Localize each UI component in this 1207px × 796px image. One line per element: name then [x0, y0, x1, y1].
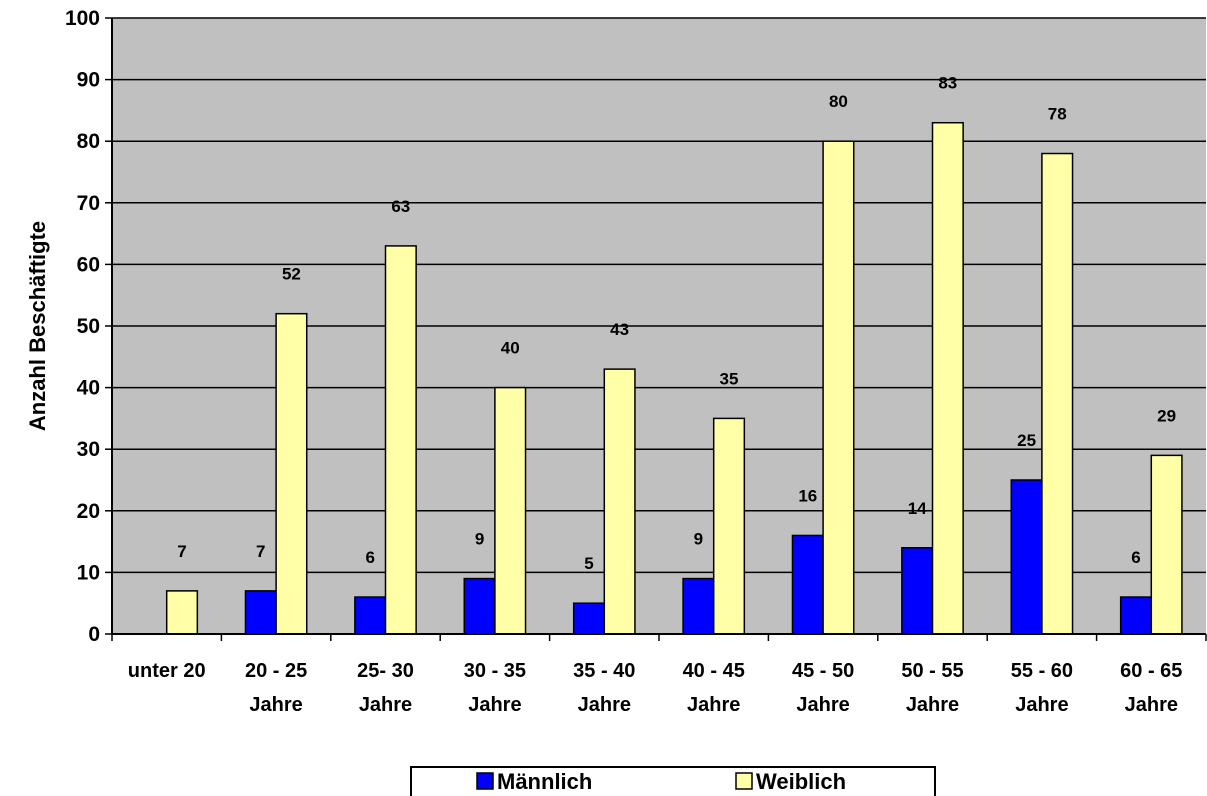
data-label: 40: [501, 339, 520, 358]
category-label: Jahre: [249, 694, 302, 716]
category-label: 35 - 40: [573, 660, 635, 682]
bar-maennlich: [463, 577, 496, 635]
y-tick-label: 40: [77, 377, 100, 400]
category-labels: unter 20 20 - 25 Jahre 25- 30 Jahre 30 - 35 Ja…: [128, 660, 1183, 716]
bar-maennlich: [1119, 596, 1153, 635]
category-label: 50 - 55: [901, 660, 963, 682]
bar-weiblich: [822, 140, 855, 635]
data-label: 9: [475, 530, 484, 549]
y-tick-label: 80: [77, 130, 100, 153]
bar-maennlich: [682, 577, 715, 635]
category-label: 25- 30: [357, 660, 414, 682]
legend-label-weiblich: Weiblich: [756, 769, 846, 794]
bar-maennlich: [901, 547, 934, 635]
category-label: 30 - 35: [464, 660, 526, 682]
data-label: 43: [610, 320, 629, 339]
bar-weiblich: [1041, 152, 1074, 635]
legend-box: [410, 766, 936, 796]
category-label: 45 - 50: [792, 660, 854, 682]
y-tick-label: 90: [77, 69, 100, 92]
legend: Männlich Weiblich: [410, 766, 936, 796]
bar-weiblich: [931, 121, 964, 635]
category-label: Jahre: [796, 694, 849, 716]
bar-weiblich: [275, 312, 308, 635]
data-label: 35: [720, 369, 739, 388]
bar-weiblich: [165, 590, 199, 635]
y-tick-label: 10: [77, 561, 100, 584]
data-label: 6: [365, 548, 374, 567]
bar-maennlich: [572, 602, 606, 635]
bars: [165, 121, 1183, 635]
data-label: 7: [256, 542, 265, 561]
category-label: Jahre: [906, 694, 959, 716]
y-tick-label: 0: [88, 623, 100, 646]
bar-maennlich: [244, 590, 277, 635]
data-label: 80: [829, 92, 848, 111]
data-label: 5: [584, 554, 593, 573]
axes: [105, 17, 1207, 641]
category-label: 60 - 65: [1120, 660, 1182, 682]
y-tick-labels: 0 10 20 30 40 50 60 70 80 90 100: [65, 7, 100, 646]
data-label: 63: [391, 197, 410, 216]
category-label: Jahre: [687, 694, 740, 716]
legend-swatch-maennlich: [476, 772, 494, 790]
bar-weiblich: [494, 386, 527, 635]
data-labels: 7 7 52 6 63 9 40 5 43 9 35 16 80 14 83 25 78 6 29: [177, 74, 1176, 573]
data-label: 83: [938, 74, 957, 93]
legend-swatch-weiblich: [735, 772, 753, 790]
category-label: 55 - 60: [1011, 660, 1073, 682]
bar-weiblich: [603, 368, 636, 635]
category-label: unter 20: [128, 660, 206, 682]
bar-weiblich: [1150, 454, 1183, 635]
data-label: 29: [1157, 406, 1176, 425]
y-tick-label: 20: [77, 500, 100, 523]
y-axis-label: Anzahl Beschäftigte: [25, 221, 50, 431]
data-label: 52: [282, 265, 301, 284]
category-label: 40 - 45: [683, 660, 745, 682]
category-label: Jahre: [468, 694, 521, 716]
data-label: 9: [694, 530, 703, 549]
data-label: 78: [1048, 105, 1067, 124]
category-label: Jahre: [578, 694, 631, 716]
y-tick-label: 60: [77, 253, 100, 276]
data-label: 14: [908, 499, 927, 518]
category-label: Jahre: [1015, 694, 1068, 716]
bar-maennlich: [354, 596, 387, 635]
category-label: 20 - 25: [245, 660, 307, 682]
bar-maennlich: [791, 534, 824, 635]
category-label: Jahre: [359, 694, 412, 716]
y-tick-label: 50: [77, 315, 100, 338]
y-tick-label: 70: [77, 192, 100, 215]
bar-maennlich: [1010, 479, 1043, 635]
legend-label-maennlich: Männlich: [497, 769, 592, 794]
bar-weiblich: [712, 417, 746, 635]
data-label: 6: [1131, 548, 1140, 567]
data-label: 16: [798, 486, 817, 505]
category-label: Jahre: [1125, 694, 1178, 716]
bar-weiblich: [384, 245, 417, 635]
y-tick-label: 100: [65, 7, 100, 30]
y-tick-label: 30: [77, 438, 100, 461]
data-label: 7: [177, 542, 186, 561]
data-label: 25: [1017, 431, 1036, 450]
